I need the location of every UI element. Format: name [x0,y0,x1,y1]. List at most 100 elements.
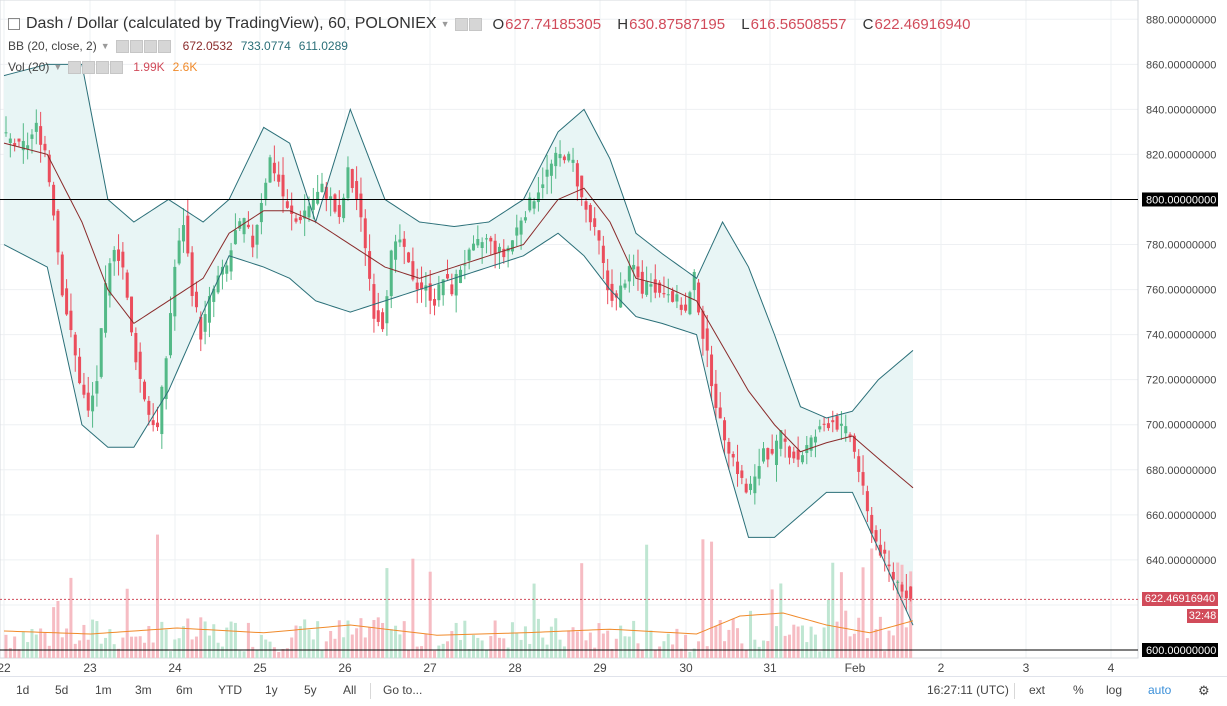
candle [536,177,540,212]
candle-body [65,288,69,315]
candle [130,296,134,337]
candle-body [34,122,38,132]
range-5y-button[interactable]: 5y [304,683,317,697]
range-5d-button[interactable]: 5d [55,683,69,697]
range-6m-button[interactable]: 6m [176,683,193,697]
candle-body [904,590,908,599]
candle-body [255,224,259,245]
candle-body [350,169,354,189]
volume-bar [848,636,852,658]
time-tick-label: 27 [423,661,437,675]
candle-body [636,266,640,278]
candle-body [160,386,164,435]
candle-body [342,197,346,219]
collapse-square-icon[interactable] [8,18,20,30]
candle [212,285,216,318]
volume-bar [627,636,631,658]
percent-toggle[interactable]: % [1073,683,1084,697]
range-1y-button[interactable]: 1y [265,683,278,697]
candle [679,297,683,316]
candle-body [684,304,688,311]
range-1m-button[interactable]: 1m [95,683,112,697]
volume-bar [156,534,159,658]
caret-down-icon[interactable]: ▼ [440,19,450,29]
volume-bar [779,583,783,658]
auto-toggle[interactable]: auto [1148,683,1172,697]
candle-body [130,296,134,333]
candle-body [883,549,887,554]
range-all-button[interactable]: All [343,683,357,697]
volume-bar [718,620,722,658]
candle [800,451,804,465]
candle [181,208,185,253]
volume-bar [857,617,861,658]
candle [21,123,25,164]
candle [528,192,532,213]
candle-body [229,250,233,272]
candle [904,573,908,612]
candle-body [554,152,558,167]
candle [143,379,147,402]
candle [56,209,60,265]
goto-button[interactable]: Go to... [383,683,423,697]
legend-buttons[interactable] [455,17,483,31]
candle [766,447,770,468]
candle [173,259,177,331]
settings-icon[interactable] [469,17,483,31]
volume-bar [285,648,289,658]
eye-icon[interactable] [115,39,129,53]
candle [619,272,623,309]
caret-down-icon[interactable]: ▼ [53,62,63,72]
bollinger-band-fill [4,64,913,626]
plus-icon[interactable] [143,39,157,53]
volume-bar [826,599,830,658]
symbol-legend: Dash / Dollar (calculated by TradingView… [0,15,970,33]
candle [385,290,389,336]
candle [441,279,445,306]
candle-body [268,157,272,183]
candle-body [627,266,631,282]
candle-body [497,246,501,253]
range-3m-button[interactable]: 3m [135,683,152,697]
volume-bar [623,636,627,658]
close-icon[interactable] [157,39,171,53]
eye-icon[interactable] [68,60,82,74]
range-1d-button[interactable]: 1d [16,683,30,697]
ext-toggle[interactable]: ext [1029,683,1046,697]
vol-value: 1.99K [133,60,165,74]
volume-bar [701,539,705,658]
volume-bar [160,621,164,658]
candle-body [39,126,43,145]
log-toggle[interactable]: log [1106,683,1123,697]
open-value: 627.74185305 [505,15,602,33]
settings-gear-icon[interactable]: ⚙ [1198,683,1210,698]
candle-body [251,235,255,248]
volume-bar [523,626,527,658]
volume-bar [21,631,25,658]
eye-icon[interactable] [455,17,469,31]
caret-down-icon[interactable]: ▼ [100,41,110,51]
volume-bar [774,626,778,658]
volume-bar [671,644,675,658]
candle [450,273,454,297]
candle [597,230,601,255]
settings-icon[interactable] [82,60,96,74]
volume-bar [173,639,177,658]
plus-icon[interactable] [96,60,110,74]
candle [168,296,172,359]
candle [415,268,419,304]
vol-buttons[interactable] [68,60,124,74]
close-icon[interactable] [110,60,124,74]
candle-body [774,440,778,466]
bb-buttons[interactable] [115,39,171,53]
clock-label[interactable]: 16:27:11 (UTC) [927,683,1009,697]
range-ytd-button[interactable]: YTD [218,683,242,697]
candle [255,224,259,259]
candle-body [679,304,683,310]
volume-bar [528,643,532,658]
candle [381,308,385,332]
candle [541,167,545,199]
settings-icon[interactable] [129,39,143,53]
volume-bar [311,639,315,658]
